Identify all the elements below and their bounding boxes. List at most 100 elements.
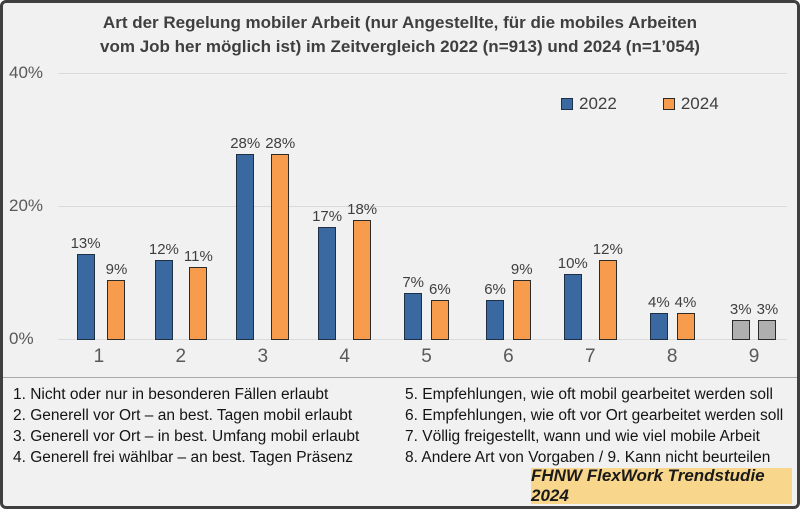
bar-2022-cat-1 <box>76 253 95 340</box>
category-group-5: 7% 6% <box>386 74 468 340</box>
bar-value-label: 17% <box>312 207 343 225</box>
bar-group-2024-cat-7: 12% <box>593 74 623 340</box>
bar-value-label: 10% <box>557 254 588 272</box>
bar-value-label: 12% <box>148 241 179 259</box>
x-axis-label-9: 9 <box>748 346 760 367</box>
bar-value-label: 6% <box>429 281 451 299</box>
bar-value-label: 28% <box>265 134 296 152</box>
category-group-7: 10% 12% <box>549 74 631 340</box>
x-axis-label-7: 7 <box>585 346 596 367</box>
y-axis-tick: 20% <box>9 196 44 215</box>
bar-2024-cat-1 <box>107 280 126 340</box>
footnote-line: 3. Generell vor Ort – in best. Umfang mo… <box>13 428 360 445</box>
gridline <box>58 206 787 207</box>
bar-group-2024-cat-8: 4% <box>674 74 697 340</box>
bar-group-2022-cat-5: 7% <box>402 74 424 340</box>
footnote-line: 6. Empfehlungen, wie oft vor Ort gearbei… <box>405 407 784 424</box>
legend-label-2022: 2022 <box>579 94 617 113</box>
bar-group-2022-cat-9: 3% <box>730 74 752 340</box>
category-group-9: 3% 3% <box>713 74 795 340</box>
bar-2024-cat-3 <box>271 153 290 340</box>
category-group-4: 17% 18% <box>304 74 386 340</box>
category-group-6: 6% 9% <box>467 74 549 340</box>
bar-2022-cat-6 <box>486 300 505 340</box>
bar-2024-cat-9 <box>758 320 777 340</box>
bar-group-2024-cat-6: 9% <box>511 74 533 340</box>
bar-2022-cat-3 <box>236 153 255 340</box>
bar-value-label: 3% <box>756 301 779 319</box>
x-axis-label-4: 4 <box>339 346 350 367</box>
bar-value-label: 9% <box>105 261 128 279</box>
bar-2022-cat-9 <box>731 320 750 340</box>
footnote-line: 5. Empfehlungen, wie oft mobil gearbeite… <box>405 386 773 403</box>
legend-label-2024: 2024 <box>680 94 719 113</box>
x-axis-label-1: 1 <box>93 346 105 367</box>
gridline <box>58 339 787 340</box>
category-group-3: 28% 28% <box>222 74 304 340</box>
category-group-1: 13% 9% <box>58 74 140 340</box>
x-axis-label-6: 6 <box>503 346 514 367</box>
bar-group-2024-cat-9: 3% <box>756 74 779 340</box>
y-axis-tick: 0% <box>9 329 34 348</box>
gridline <box>58 73 787 74</box>
bar-value-label: 9% <box>510 261 533 279</box>
footnote-line: 7. Völlig freigestellt, wann und wie vie… <box>405 428 760 445</box>
legend: 2022 2024 <box>561 94 719 114</box>
bar-2022-cat-4 <box>318 226 337 340</box>
bar-group-2024-cat-5: 6% <box>429 74 451 340</box>
bar-2022-cat-2 <box>154 260 173 340</box>
legend-swatch-2022 <box>561 98 573 110</box>
footnotes-right: 5. Empfehlungen, wie oft mobil gearbeite… <box>405 384 791 468</box>
x-axis-label-2: 2 <box>175 346 187 367</box>
footnotes-left: 1. Nicht oder nur in besonderen Fällen e… <box>13 384 405 468</box>
bar-2024-cat-6 <box>512 280 531 340</box>
y-axis-tick: 40% <box>9 63 44 82</box>
bar-value-label: 4% <box>647 294 670 312</box>
chart-title: Art der Regelung mobiler Arbeit (nur Ang… <box>100 13 700 56</box>
bar-group-2022-cat-8: 4% <box>648 74 670 340</box>
source-badge: FHNW FlexWork Trendstudie 2024 <box>531 466 792 505</box>
bar-2024-cat-7 <box>598 260 617 340</box>
bar-group-2024-cat-1: 9% <box>105 74 128 340</box>
footnotes: 1. Nicht oder nur in besonderen Fällen e… <box>13 384 791 468</box>
footnote-line: 1. Nicht oder nur in besonderen Fällen e… <box>13 386 329 403</box>
category-group-2: 12% 11% <box>140 74 222 340</box>
bar-group-2022-cat-2: 12% <box>149 74 179 340</box>
chart-footnote-divider <box>3 377 797 378</box>
bar-value-label: 28% <box>230 134 261 152</box>
bar-group-2022-cat-6: 6% <box>484 74 506 340</box>
bar-value-label: 11% <box>183 247 213 265</box>
bar-2024-cat-2 <box>189 266 208 340</box>
bar-value-label: 13% <box>70 234 101 252</box>
bar-group-2024-cat-3: 28% <box>265 74 295 340</box>
bar-value-label: 12% <box>592 241 623 259</box>
bar-2022-cat-7 <box>563 273 582 340</box>
bar-value-label: 6% <box>484 281 506 299</box>
bar-group-2022-cat-4: 17% <box>312 74 342 340</box>
footnote-line: 8. Andere Art von Vorgaben / 9. Kann nic… <box>405 449 771 466</box>
bar-group-2022-cat-3: 28% <box>230 74 260 340</box>
bar-2024-cat-8 <box>676 313 695 340</box>
footnote-line: 2. Generell vor Ort – an best. Tagen mob… <box>13 407 353 424</box>
bar-value-label: 4% <box>674 294 697 312</box>
bar-value-label: 18% <box>347 201 378 219</box>
bar-group-2024-cat-4: 18% <box>347 74 377 340</box>
legend-item-2022: 2022 <box>561 94 617 114</box>
bar-value-label: 3% <box>729 301 752 319</box>
bar-group-2024-cat-2: 11% <box>184 74 213 340</box>
footnote-line: 4. Generell frei wählbar – an best. Tage… <box>13 449 354 466</box>
x-axis-label-3: 3 <box>257 346 269 367</box>
x-axis-label-5: 5 <box>421 346 432 367</box>
bar-value-label: 7% <box>402 274 424 292</box>
bar-2024-cat-5 <box>430 300 449 340</box>
legend-item-2024: 2024 <box>662 94 719 114</box>
category-group-8: 4% 4% <box>631 74 713 340</box>
bar-2024-cat-4 <box>353 220 372 340</box>
x-axis-label-8: 8 <box>666 346 678 367</box>
bar-group-2022-cat-1: 13% <box>71 74 101 340</box>
legend-swatch-2024 <box>662 98 675 110</box>
x-axis: 1 2 3 4 5 6 7 8 9 <box>58 346 795 368</box>
bar-group-2022-cat-7: 10% <box>558 74 588 340</box>
bar-2022-cat-5 <box>404 293 423 340</box>
